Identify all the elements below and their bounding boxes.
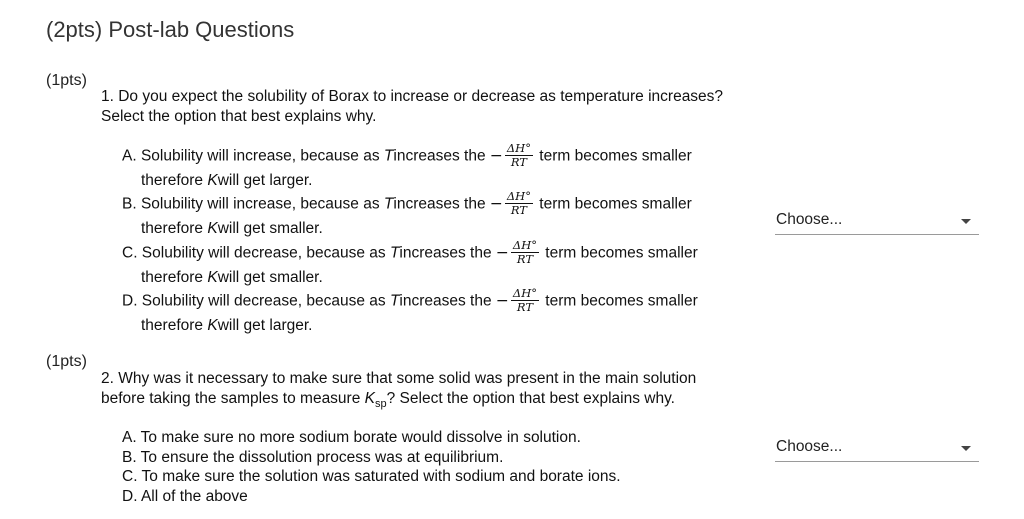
q1-select-value: Choose...	[776, 211, 843, 228]
minus-sign: −	[495, 243, 509, 262]
q1-option-a-text-mid: increases the	[393, 147, 490, 165]
q1-option-b-text: B. Solubility will increase, because as	[122, 195, 384, 213]
q2-answer-select[interactable]: Choose...	[775, 433, 979, 462]
fraction-denominator: RT	[516, 252, 534, 266]
fraction-numerator: ΔH°	[504, 141, 533, 156]
chevron-down-icon	[961, 446, 971, 451]
line2-suffix: will get larger.	[217, 172, 313, 189]
q1-option-c-line2: therefore Kwill get smaller.	[122, 267, 762, 289]
q2-prompt: 2. Why was it necessary to make sure tha…	[101, 369, 761, 414]
var-t: T	[383, 147, 394, 165]
q1-option-a-text-post: term becomes smaller	[534, 147, 692, 165]
minus-sign: −	[495, 291, 509, 310]
q1-option-b-text-mid: increases the	[393, 195, 490, 213]
var-k: K	[207, 220, 218, 237]
q2-option-a: A. To make sure no more sodium borate wo…	[122, 429, 581, 446]
fraction: ΔH° RT	[504, 141, 533, 169]
minus-sign: −	[489, 146, 503, 165]
line2-suffix: will get smaller.	[217, 269, 323, 286]
line2-prefix: therefore	[141, 172, 208, 189]
q1-option-c-text-post: term becomes smaller	[541, 244, 698, 262]
q1-option-b: B. Solubility will increase, because as …	[122, 189, 762, 240]
var-t: T	[383, 195, 394, 213]
fraction-numerator: ΔH°	[510, 286, 539, 301]
q2-prompt-line2-prefix: before taking the samples to measure	[101, 390, 365, 407]
q1-option-a-text: A. Solubility will increase, because as	[122, 147, 384, 165]
q1-option-d-text-mid: increases the	[399, 292, 496, 310]
q1-option-c-text-mid: increases the	[399, 244, 496, 262]
q1-option-d: D. Solubility will decrease, because as …	[122, 286, 762, 337]
q1-option-d-text-post: term becomes smaller	[541, 292, 698, 310]
minus-sign: −	[489, 194, 503, 213]
q1-option-b-text-post: term becomes smaller	[534, 195, 692, 213]
q2-prompt-line2-suffix: ? Select the option that best explains w…	[386, 390, 675, 407]
ksp-subscript: sp	[375, 398, 387, 411]
q1-points: (1pts)	[46, 72, 87, 89]
chevron-down-icon	[961, 219, 971, 224]
q2-options: A. To make sure no more sodium borate wo…	[122, 428, 762, 506]
line2-suffix: will get larger.	[217, 317, 313, 334]
var-k: K	[207, 172, 218, 189]
fraction: ΔH° RT	[504, 189, 533, 217]
fraction-denominator: RT	[516, 300, 534, 314]
line2-prefix: therefore	[141, 317, 208, 334]
var-k: K	[207, 317, 218, 334]
q1-option-b-line2: therefore Kwill get smaller.	[122, 218, 762, 240]
q1-option-d-text: D. Solubility will decrease, because as	[122, 292, 390, 310]
fraction-denominator: RT	[510, 203, 527, 217]
q2-points: (1pts)	[46, 353, 87, 370]
q2-prompt-line2: before taking the samples to measure Ksp…	[101, 389, 761, 414]
q2-prompt-line1: 2. Why was it necessary to make sure tha…	[101, 370, 697, 387]
q2-option-b: B. To ensure the dissolution process was…	[122, 448, 504, 466]
fraction-numerator: ΔH°	[510, 238, 539, 253]
q2-option-d: D. All of the above	[122, 487, 248, 505]
q1-option-c-text: C. Solubility will decrease, because as	[122, 244, 390, 262]
var-k: K	[207, 269, 218, 286]
line2-suffix: will get smaller.	[217, 220, 323, 237]
fraction-numerator: ΔH°	[504, 189, 533, 204]
q1-prompt-line2: Select the option that best explains why…	[101, 108, 377, 125]
q1-option-a: A. Solubility will increase, because as …	[122, 141, 762, 192]
q1-option-d-line2: therefore Kwill get larger.	[122, 315, 762, 337]
line2-prefix: therefore	[141, 220, 208, 237]
var-k: K	[364, 390, 375, 407]
fraction: ΔH° RT	[510, 238, 539, 266]
page-title: (2pts) Post-lab Questions	[46, 17, 295, 42]
line2-prefix: therefore	[141, 269, 208, 286]
fraction-denominator: RT	[510, 155, 527, 169]
q1-answer-select[interactable]: Choose...	[775, 206, 979, 235]
q2-option-c: C. To make sure the solution was saturat…	[122, 468, 621, 485]
fraction: ΔH° RT	[510, 286, 539, 314]
q1-option-a-line2: therefore Kwill get larger.	[122, 170, 762, 192]
q1-prompt: 1. Do you expect the solubility of Borax…	[101, 87, 761, 127]
q1-prompt-line1: 1. Do you expect the solubility of Borax…	[101, 88, 724, 105]
var-t: T	[389, 244, 400, 262]
var-t: T	[389, 292, 400, 310]
q1-option-c: C. Solubility will decrease, because as …	[122, 238, 762, 289]
q2-select-value: Choose...	[776, 438, 843, 455]
